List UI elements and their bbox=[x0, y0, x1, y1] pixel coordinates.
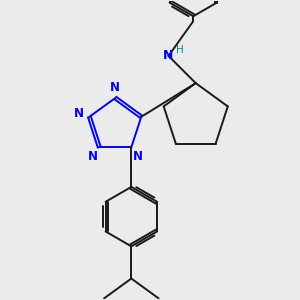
Text: N: N bbox=[163, 50, 174, 62]
Text: N: N bbox=[88, 150, 98, 163]
Text: N: N bbox=[133, 150, 143, 163]
Text: N: N bbox=[74, 107, 84, 120]
Text: N: N bbox=[110, 81, 120, 94]
Text: H: H bbox=[176, 45, 183, 55]
